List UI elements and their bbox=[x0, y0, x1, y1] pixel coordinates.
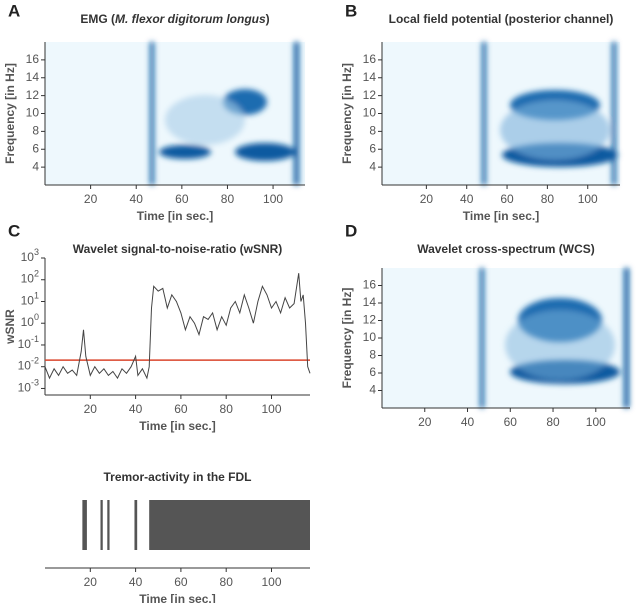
x-tick-label: 60 bbox=[174, 575, 188, 589]
x-tick-label: 80 bbox=[546, 415, 560, 429]
y-tick-base: 10 bbox=[18, 359, 32, 373]
spectrogram-texture bbox=[482, 42, 618, 185]
chart-title: EMG (M. flexor digitorum longus) bbox=[80, 12, 269, 26]
y-tick-label: 12 bbox=[26, 88, 40, 102]
y-tick-exponent: -1 bbox=[31, 334, 39, 344]
title-part: EMG ( bbox=[80, 12, 115, 26]
x-tick-label: 40 bbox=[129, 575, 143, 589]
x-tick-label: 20 bbox=[84, 575, 98, 589]
y-tick-exponent: 1 bbox=[34, 291, 39, 301]
y-tick-label: 4 bbox=[32, 159, 39, 173]
y-tick-exponent: 3 bbox=[34, 247, 39, 257]
x-axis-label: Time [in sec.] bbox=[139, 592, 215, 603]
y-tick-exponent: 2 bbox=[34, 269, 39, 279]
y-tick-label: 6 bbox=[369, 365, 376, 379]
activity-bar bbox=[134, 500, 138, 550]
x-tick-label: 20 bbox=[418, 415, 432, 429]
y-tick-label: 12 bbox=[363, 88, 377, 102]
panel-label: B bbox=[345, 1, 357, 20]
chart-title: Wavelet cross-spectrum (WCS) bbox=[417, 242, 595, 256]
chart-title: Local field potential (posterior channel… bbox=[389, 12, 614, 26]
y-tick-exponent: -3 bbox=[31, 378, 39, 388]
y-tick-label: 14 bbox=[26, 70, 40, 84]
chart-title: Tremor-activity in the FDL bbox=[103, 470, 251, 484]
y-tick-label: 4 bbox=[369, 383, 376, 397]
y-tick-label: 6 bbox=[32, 141, 39, 155]
x-tick-label: 20 bbox=[84, 402, 98, 416]
y-tick-label: 16 bbox=[363, 52, 377, 66]
x-tick-label: 20 bbox=[84, 192, 98, 206]
y-tick-exponent: -2 bbox=[31, 356, 39, 366]
y-tick-base: 10 bbox=[21, 294, 35, 308]
y-tick-label: 16 bbox=[363, 278, 377, 292]
x-tick-label: 60 bbox=[504, 415, 518, 429]
y-tick-base: 10 bbox=[21, 315, 35, 329]
y-tick-label: 8 bbox=[32, 124, 39, 138]
x-tick-label: 40 bbox=[460, 192, 474, 206]
y-tick-label: 14 bbox=[363, 295, 377, 309]
panel-label: A bbox=[8, 1, 20, 20]
y-tick-label: 10 bbox=[363, 330, 377, 344]
y-tick-label: 10 bbox=[26, 106, 40, 120]
y-tick-label: 6 bbox=[369, 141, 376, 155]
x-tick-label: 60 bbox=[175, 192, 189, 206]
activity-bar bbox=[107, 500, 110, 550]
x-tick-label: 40 bbox=[461, 415, 475, 429]
panel-label: D bbox=[345, 221, 357, 240]
x-tick-label: 100 bbox=[263, 192, 283, 206]
y-axis-label: wSNR bbox=[3, 309, 17, 345]
y-tick-label: 16 bbox=[26, 52, 40, 66]
x-tick-label: 40 bbox=[130, 192, 144, 206]
y-tick-label: 10-3 bbox=[18, 378, 39, 395]
y-axis-label: Frequency [in Hz] bbox=[3, 63, 17, 164]
x-tick-label: 100 bbox=[586, 415, 606, 429]
wsnr-line bbox=[44, 273, 311, 380]
x-tick-label: 80 bbox=[541, 192, 555, 206]
x-tick-label: 20 bbox=[420, 192, 434, 206]
activity-bar bbox=[149, 500, 310, 550]
x-tick-label: 40 bbox=[129, 402, 143, 416]
y-tick-base: 10 bbox=[21, 250, 35, 264]
spectrogram-texture bbox=[480, 268, 629, 408]
y-tick-base: 10 bbox=[21, 272, 35, 286]
y-tick-label: 103 bbox=[21, 247, 39, 264]
y-tick-label: 101 bbox=[21, 291, 39, 308]
x-axis-label: Time [in sec.] bbox=[463, 209, 539, 223]
x-tick-label: 80 bbox=[220, 575, 234, 589]
y-tick-label: 100 bbox=[21, 313, 39, 330]
y-tick-label: 8 bbox=[369, 124, 376, 138]
y-tick-base: 10 bbox=[18, 337, 32, 351]
x-tick-label: 100 bbox=[261, 402, 281, 416]
y-tick-label: 10 bbox=[363, 106, 377, 120]
y-tick-label: 12 bbox=[363, 313, 377, 327]
chart-title: Wavelet signal-to-noise-ratio (wSNR) bbox=[73, 242, 283, 256]
y-tick-label: 102 bbox=[21, 269, 39, 286]
y-axis-label: Frequency [in Hz] bbox=[340, 63, 354, 164]
title-part: M. flexor digitorum longus bbox=[115, 12, 266, 26]
x-tick-label: 100 bbox=[261, 575, 281, 589]
y-tick-label: 10-2 bbox=[18, 356, 39, 373]
spectrogram-texture bbox=[150, 42, 299, 185]
x-tick-label: 100 bbox=[578, 192, 598, 206]
x-axis-label: Time [in sec.] bbox=[137, 209, 213, 223]
x-tick-label: 80 bbox=[220, 402, 234, 416]
y-axis-label: Frequency [in Hz] bbox=[340, 288, 354, 389]
y-tick-label: 8 bbox=[369, 348, 376, 362]
activity-bar bbox=[100, 500, 103, 550]
y-tick-label: 10-1 bbox=[18, 334, 39, 351]
y-tick-base: 10 bbox=[18, 381, 32, 395]
panel-label: C bbox=[8, 221, 20, 240]
y-tick-label: 14 bbox=[363, 70, 377, 84]
y-tick-exponent: 0 bbox=[34, 313, 39, 323]
x-tick-label: 80 bbox=[221, 192, 235, 206]
y-tick-label: 4 bbox=[369, 159, 376, 173]
title-part: ) bbox=[266, 12, 270, 26]
activity-bar bbox=[82, 500, 87, 550]
x-tick-label: 60 bbox=[174, 402, 188, 416]
x-axis-label: Time [in sec.] bbox=[139, 419, 215, 433]
x-tick-label: 60 bbox=[500, 192, 514, 206]
